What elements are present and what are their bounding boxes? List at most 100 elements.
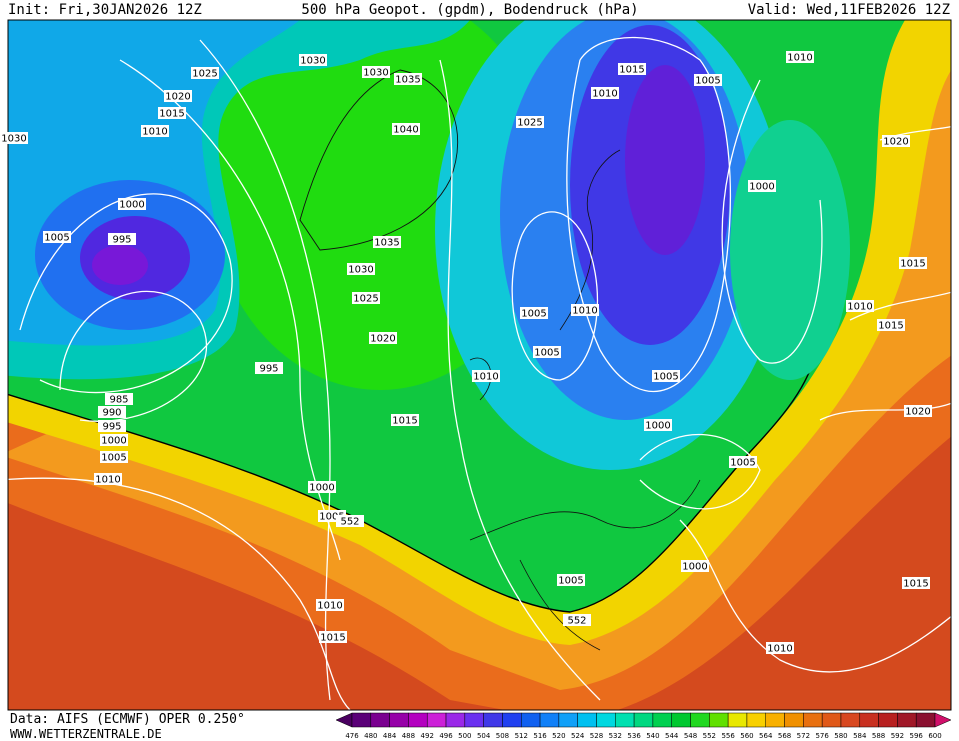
map-frame	[7, 19, 952, 711]
isobar-label: 552	[340, 517, 359, 528]
colorbar-label: 548	[684, 732, 697, 740]
label-box	[43, 231, 71, 243]
isobar-label: 1025	[517, 118, 542, 129]
label-box	[516, 116, 544, 128]
label-box	[766, 642, 794, 654]
isobar-label: 1010	[767, 644, 792, 655]
label-box	[694, 74, 722, 86]
colorbar-box	[878, 712, 898, 728]
colorbar-box	[596, 712, 616, 728]
colorbar-box	[426, 712, 447, 728]
label-box	[520, 307, 548, 319]
colorbar-box	[840, 712, 861, 728]
colorbar-label: 528	[590, 732, 603, 740]
isobar-label: 1020	[883, 137, 908, 148]
label-box	[308, 481, 336, 493]
label-box	[748, 180, 776, 192]
isobar-label: 995	[112, 235, 131, 246]
label-box	[98, 420, 126, 432]
label-box	[373, 236, 401, 248]
coastlines	[469, 149, 701, 651]
colorbar-box	[521, 712, 541, 728]
label-box	[391, 414, 419, 426]
colorbar-box	[765, 712, 785, 728]
colorbar-box	[445, 712, 466, 728]
isobar-label: 1020	[165, 92, 190, 103]
label-box	[105, 393, 133, 405]
isobars	[8, 36, 951, 710]
colorbar-label: 520	[552, 732, 565, 740]
label-box	[786, 51, 814, 63]
colorbar-label: 524	[571, 732, 585, 740]
isobar-label: 1010	[787, 53, 812, 64]
isobar-label: 552	[567, 616, 586, 627]
colorbar-label: 508	[496, 732, 509, 740]
label-box	[472, 370, 500, 382]
label-box	[557, 574, 585, 586]
isobar-label: 1020	[905, 407, 930, 418]
label-box	[591, 87, 619, 99]
colorbar-label: 504	[477, 732, 491, 740]
isobar-label: 1005	[695, 76, 720, 87]
colorbar-label: 496	[439, 732, 453, 740]
colorbar-box	[727, 712, 748, 728]
init-time: Init: Fri,30JAN2026 12Z	[8, 2, 202, 18]
colorbar-label: 516	[533, 732, 547, 740]
colorbar-label: 544	[665, 732, 679, 740]
colorbar-box	[370, 712, 390, 728]
colorbar-box	[709, 712, 729, 728]
label-box	[164, 90, 192, 102]
colorbar-label: 600	[928, 732, 941, 740]
isobar-label: 1015	[903, 579, 928, 590]
contour-552	[8, 369, 811, 613]
colorbar-label: 532	[609, 732, 622, 740]
isobar-label: 1010	[95, 475, 120, 486]
label-box	[255, 362, 283, 374]
isobar-label: 1010	[142, 127, 167, 138]
label-box	[394, 73, 422, 85]
colorbar-label: 596	[910, 732, 924, 740]
label-box	[352, 292, 380, 304]
colorbar-label: 476	[345, 732, 359, 740]
label-box	[141, 125, 169, 137]
colorbar-box	[502, 712, 522, 728]
label-box	[644, 419, 672, 431]
isobar-label: 1015	[619, 65, 644, 76]
label-box	[319, 631, 347, 643]
isobar-label: 1035	[395, 75, 420, 86]
colorbar-box	[690, 712, 710, 728]
label-box	[877, 319, 905, 331]
colorbar-label: 572	[797, 732, 810, 740]
valid-time: Valid: Wed,11FEB2026 12Z	[748, 2, 950, 18]
isobar-label: 1015	[320, 633, 345, 644]
label-box	[369, 332, 397, 344]
isobar-label: 1005	[101, 453, 126, 464]
label-box	[108, 233, 136, 245]
colorbar-label: 536	[627, 732, 641, 740]
label-box	[904, 405, 932, 417]
isobar-label: 1030	[363, 68, 388, 79]
isobar-label: 1010	[592, 89, 617, 100]
isobar-label: 1015	[900, 259, 925, 270]
label-box	[652, 370, 680, 382]
colorbar-box	[408, 712, 428, 728]
isobar-label: 1010	[473, 372, 498, 383]
isobar-label: 1000	[645, 421, 670, 432]
isobar-label: 1035	[374, 238, 399, 249]
isobar-label: 1010	[572, 306, 597, 317]
colorbar-box	[652, 712, 672, 728]
colorbar-box	[577, 712, 597, 728]
colorbar-box	[389, 712, 409, 728]
label-box	[533, 346, 561, 358]
isobar-label: 1030	[300, 56, 325, 67]
isobar-label: 985	[109, 395, 128, 406]
colorbar-label: 592	[891, 732, 904, 740]
colorbar-box	[859, 712, 879, 728]
label-box	[729, 456, 757, 468]
colorbar-box	[558, 712, 578, 728]
label-box	[336, 515, 364, 527]
isobar-label: 1015	[392, 416, 417, 427]
label-box	[681, 560, 709, 572]
data-source: Data: AIFS (ECMWF) OPER 0.250°	[10, 712, 245, 727]
label-box	[191, 67, 219, 79]
